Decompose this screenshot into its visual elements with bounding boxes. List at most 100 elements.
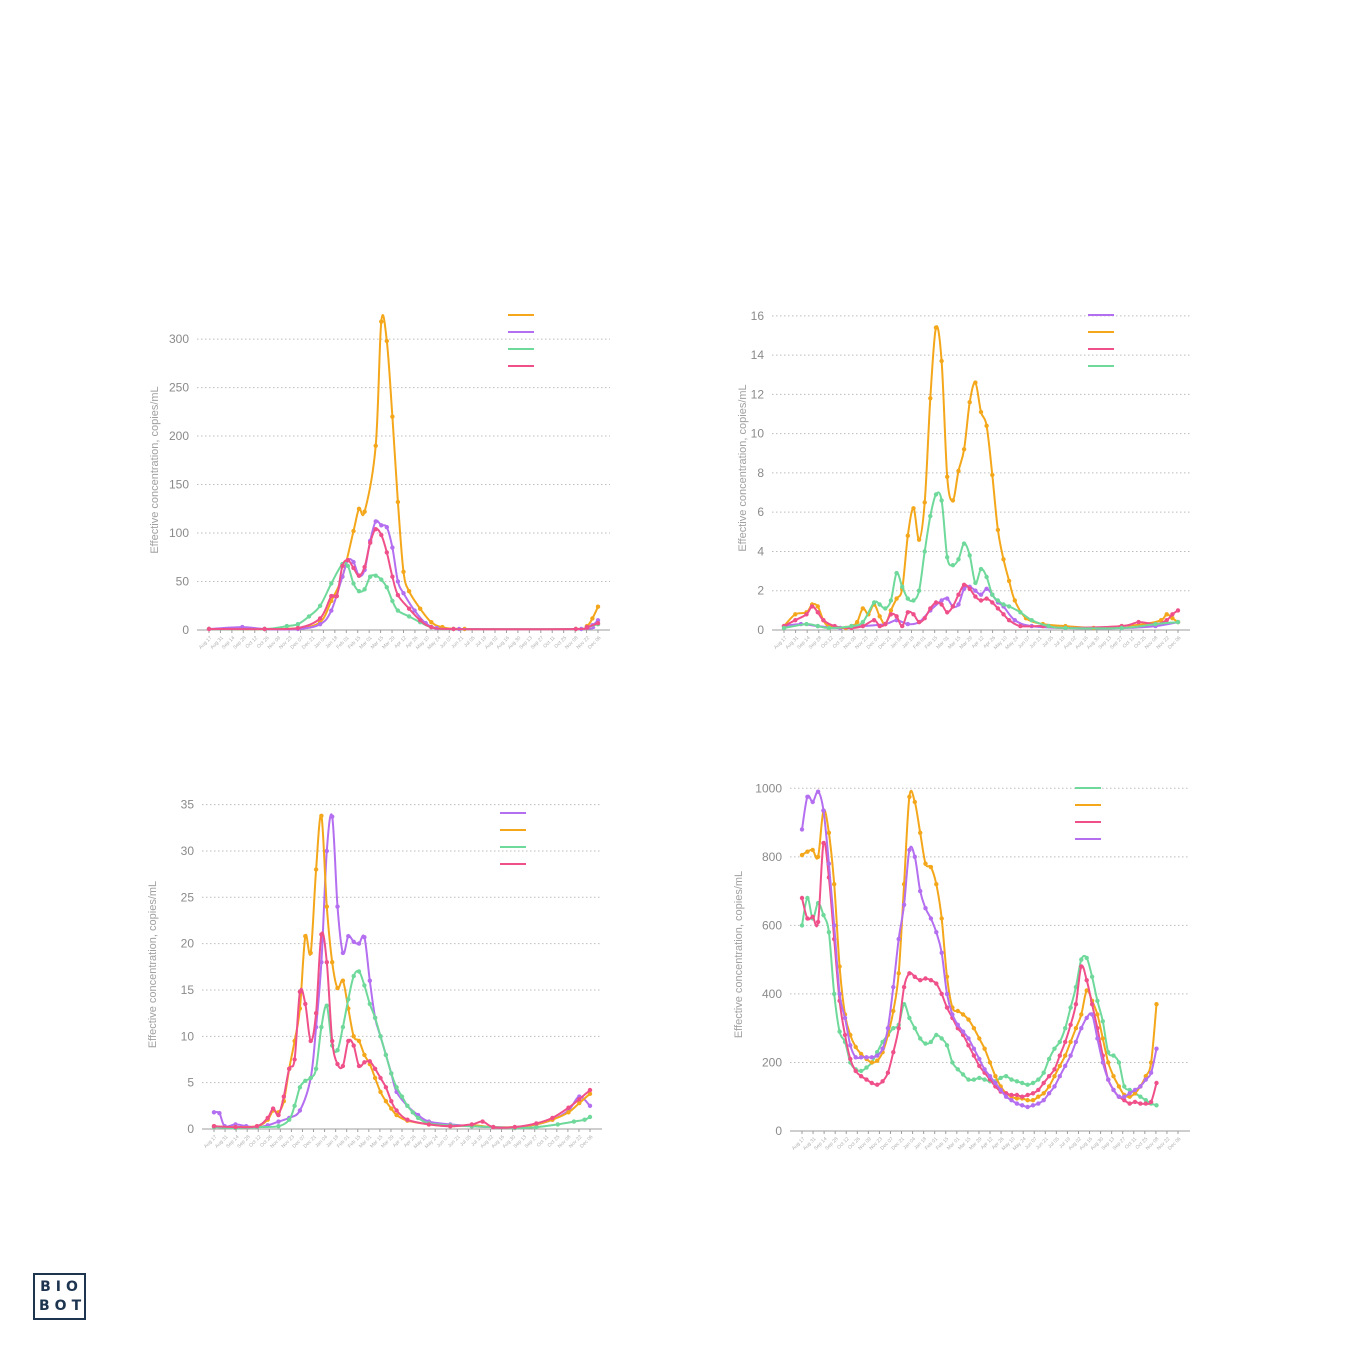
data-point [1106, 1077, 1111, 1082]
y-tick-label: 14 [751, 348, 765, 362]
data-point [875, 1082, 880, 1087]
y-tick-label: 250 [169, 381, 189, 395]
x-tick-label: Mar 29 [959, 635, 974, 650]
data-point [1003, 1074, 1009, 1079]
data-point [885, 1026, 891, 1031]
data-point [799, 923, 805, 928]
data-point [939, 498, 944, 503]
data-point [406, 614, 412, 619]
data-point [313, 1066, 319, 1071]
data-point [390, 414, 395, 419]
data-point [900, 584, 905, 589]
data-point [891, 984, 896, 990]
data-point [379, 577, 384, 582]
data-point [1154, 1002, 1159, 1007]
data-point [821, 912, 826, 918]
data-point [966, 1043, 971, 1048]
data-point [1089, 1002, 1095, 1007]
data-point [1158, 618, 1164, 623]
data-point [319, 813, 324, 818]
data-point [1009, 1077, 1014, 1082]
y-tick-label: 35 [181, 798, 195, 812]
data-point [982, 1077, 987, 1082]
data-point [860, 606, 865, 611]
data-point [1063, 1063, 1068, 1069]
data-point [324, 848, 329, 854]
data-point [922, 549, 927, 554]
data-point [781, 625, 787, 631]
data-point [1063, 1053, 1068, 1058]
data-point [945, 610, 950, 615]
data-point [923, 906, 928, 911]
data-point [356, 969, 362, 974]
data-point [815, 919, 821, 925]
data-point [799, 827, 805, 832]
data-point [987, 1060, 993, 1065]
data-point [918, 978, 923, 983]
data-point [389, 1106, 394, 1111]
data-point [340, 950, 346, 956]
data-point [281, 1094, 286, 1099]
data-point [297, 1085, 303, 1090]
data-point [1122, 1098, 1127, 1103]
y-tick-label: 200 [762, 1055, 782, 1069]
data-point [566, 1110, 571, 1115]
data-point [303, 1078, 308, 1083]
data-point [573, 626, 578, 632]
data-point [837, 1029, 842, 1034]
data-point [990, 592, 995, 597]
data-point [582, 1117, 587, 1122]
data-point [1025, 1098, 1030, 1103]
data-point [389, 1099, 394, 1104]
data-point [368, 574, 373, 579]
data-point [858, 1051, 864, 1057]
data-point [1041, 1080, 1046, 1086]
data-point [491, 1124, 496, 1130]
data-point [1073, 1039, 1079, 1045]
data-point [211, 1110, 217, 1115]
data-point [916, 588, 922, 593]
data-point [356, 941, 362, 946]
data-point [950, 604, 956, 609]
data-point [799, 852, 805, 858]
data-point [356, 1038, 362, 1044]
data-point [1068, 1039, 1073, 1045]
data-point [534, 1121, 539, 1126]
data-point [982, 1046, 987, 1051]
data-point [415, 1115, 421, 1121]
data-point [334, 593, 339, 599]
biobot-logo: BIO BOT [33, 1273, 86, 1320]
data-point [1018, 623, 1023, 629]
data-point [793, 618, 798, 623]
data-point [330, 960, 335, 965]
data-point [977, 1063, 982, 1069]
data-point [1127, 1094, 1132, 1099]
data-point [317, 603, 323, 608]
data-point [1046, 1091, 1052, 1096]
data-point [888, 598, 894, 603]
data-point [901, 902, 907, 907]
data-point [346, 934, 351, 939]
data-point [383, 1085, 389, 1090]
data-point [383, 1099, 389, 1104]
data-point [566, 1105, 571, 1110]
data-point [1046, 1084, 1052, 1089]
x-tick-label: Sep 27 [1109, 635, 1125, 651]
data-point [934, 882, 939, 887]
data-point [977, 1075, 982, 1081]
data-point [324, 1003, 329, 1008]
series-line-orange [208, 314, 599, 631]
data-point [1164, 612, 1169, 617]
data-point [351, 528, 356, 534]
data-point [410, 1110, 415, 1115]
data-point [1175, 619, 1181, 625]
data-point [912, 974, 917, 979]
data-point [345, 558, 351, 563]
y-tick-label: 30 [181, 844, 195, 858]
data-point [587, 1114, 593, 1120]
data-point [990, 472, 995, 478]
data-point [356, 573, 362, 578]
logo-line-2: BOT [39, 1298, 87, 1314]
data-point [849, 623, 854, 629]
